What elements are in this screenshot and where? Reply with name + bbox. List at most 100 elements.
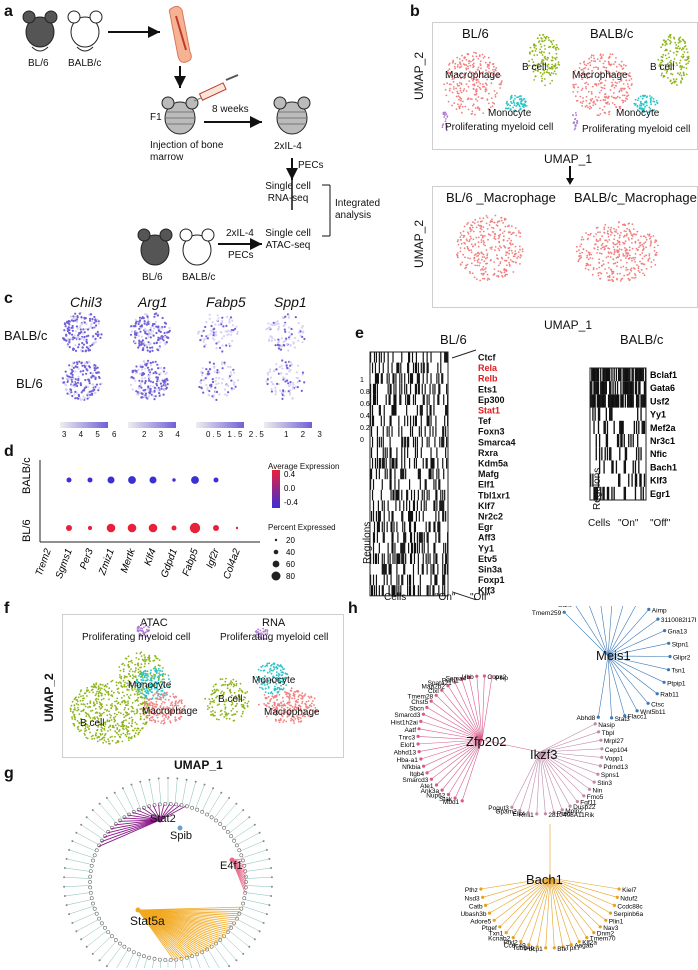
macrophage-sub-left-point — [514, 250, 517, 252]
macrophage-sub-right-point — [630, 267, 633, 270]
atac-bcell-cells-point — [127, 708, 130, 711]
bcell-cells-right-point — [659, 66, 662, 68]
atac-bcell-cells-point — [134, 721, 137, 724]
heat-cell-on — [376, 383, 378, 395]
heat-cell-on — [595, 381, 597, 395]
feature-point — [70, 371, 73, 374]
heat-cell-on — [403, 500, 405, 511]
atac-bcell-cells-point — [125, 725, 128, 728]
atac-bcell-cells-point — [76, 720, 79, 722]
macrophage-cells-left-point — [488, 75, 491, 78]
macrophage-sub-left-point — [474, 218, 477, 221]
feature-point — [156, 314, 160, 317]
heat-cell-on — [593, 486, 595, 500]
macrophage-sub-right-point — [631, 259, 633, 262]
heat-cell-on — [595, 447, 597, 461]
rna-macrophage-cells-point — [293, 693, 296, 696]
monocyte-cells-right-point — [633, 102, 636, 105]
bcell-cells-right-point — [660, 55, 663, 58]
feature-point — [270, 339, 273, 342]
feature-point — [288, 370, 291, 373]
heat-cell-on — [611, 394, 613, 408]
atac-bcell-cells-point — [96, 740, 99, 743]
macrophage-sub-left-point — [493, 261, 496, 263]
macrophage-cells-right-point — [605, 70, 608, 73]
feature-point — [76, 338, 79, 341]
heat-cell-on — [416, 405, 418, 416]
atac-macrophage-cells-point — [151, 706, 154, 709]
heat-cell-on — [422, 564, 424, 575]
heat-cell-on — [371, 458, 374, 469]
feature-point — [227, 365, 230, 368]
macrophage-sub-right-point — [632, 267, 635, 269]
prolif-cells-left-point — [445, 126, 448, 129]
bcell-cells-left-point — [554, 47, 557, 50]
heat-cell-on — [595, 434, 597, 448]
heat-cell-on — [430, 447, 432, 458]
atac-bcell-cells-point — [133, 693, 136, 696]
feature-point — [147, 370, 150, 373]
rna-macrophage-cells-point — [276, 711, 279, 714]
feature-point — [233, 387, 236, 390]
heat-cell-on — [395, 383, 397, 395]
macrophage-sub-left-point — [500, 256, 503, 259]
panel-b-title-right: BALB/c — [590, 26, 634, 41]
macrophage-sub-left-point — [472, 238, 475, 241]
macrophage-cells-right-point — [610, 85, 613, 88]
heat-cell-on — [393, 458, 395, 469]
heat-cell-on — [393, 383, 395, 395]
atac-bcell-cells-point — [73, 723, 76, 726]
heat-cell-on — [611, 368, 613, 382]
atac-bcell-cells-point — [92, 683, 95, 686]
heat-cell-on — [440, 362, 442, 374]
macrophage-sub-left-point — [477, 221, 479, 223]
feature-point — [216, 369, 219, 372]
feature-point — [94, 337, 97, 340]
heat-cell-on — [628, 434, 630, 448]
atac-bcell-cells-point — [86, 737, 89, 740]
macrophage-sub-right-point — [616, 239, 619, 242]
atac-macrophage-cells-point — [167, 699, 170, 701]
atac-monocyte-cells-point — [151, 697, 154, 700]
heat-cell-on — [400, 585, 402, 596]
atac-bcell-cells — [69, 679, 150, 745]
atac-bcell-cells-point — [118, 724, 120, 727]
macrophage-sub-right-point — [576, 245, 578, 248]
rna-macrophage-cells-point — [299, 707, 302, 710]
heat-cell-on — [634, 486, 637, 500]
macrophage-sub-left-point — [499, 233, 501, 236]
macrophage-cells-left-point — [490, 97, 493, 99]
bcell-cells-right-point — [680, 81, 682, 84]
macrophage-cells-left-point — [453, 102, 456, 104]
macrophage-sub-right-point — [619, 272, 621, 275]
heat-cell-on — [635, 381, 638, 395]
heat-cell-on — [597, 394, 600, 408]
color-scale-bar — [128, 422, 176, 428]
macrophage-sub-left-point — [475, 278, 478, 280]
atac-bcell-cells-point — [69, 707, 72, 710]
macrophage-sub-right-point — [608, 239, 611, 241]
feature-point — [149, 361, 152, 364]
heat-cell-on — [443, 436, 445, 448]
feature-point — [71, 329, 74, 332]
feature-point — [92, 383, 95, 386]
atac-bcell-cells-point — [115, 684, 118, 687]
heat-cell-on — [442, 458, 444, 469]
heat-cell-on — [403, 564, 405, 575]
prolif-cells-right-point — [574, 124, 577, 127]
feature-point — [270, 376, 273, 379]
macrophage-cells-right-point — [631, 83, 633, 85]
feature-point — [200, 334, 203, 337]
feature-point — [201, 367, 204, 370]
feature-point — [154, 395, 157, 398]
macrophage-cells-right-point — [608, 73, 611, 75]
bcell-cells-right-point — [672, 51, 675, 54]
heat-cell-on — [430, 564, 432, 575]
rna-macrophage-cells-point — [310, 702, 313, 705]
monocyte-cells-left-point — [504, 107, 507, 110]
macrophage-cells-right-point — [615, 97, 618, 99]
feature-point — [217, 323, 220, 326]
macrophage-cells-right-point — [587, 62, 589, 65]
feature-point — [162, 339, 165, 342]
atac-bcell-cells-point — [78, 713, 81, 716]
